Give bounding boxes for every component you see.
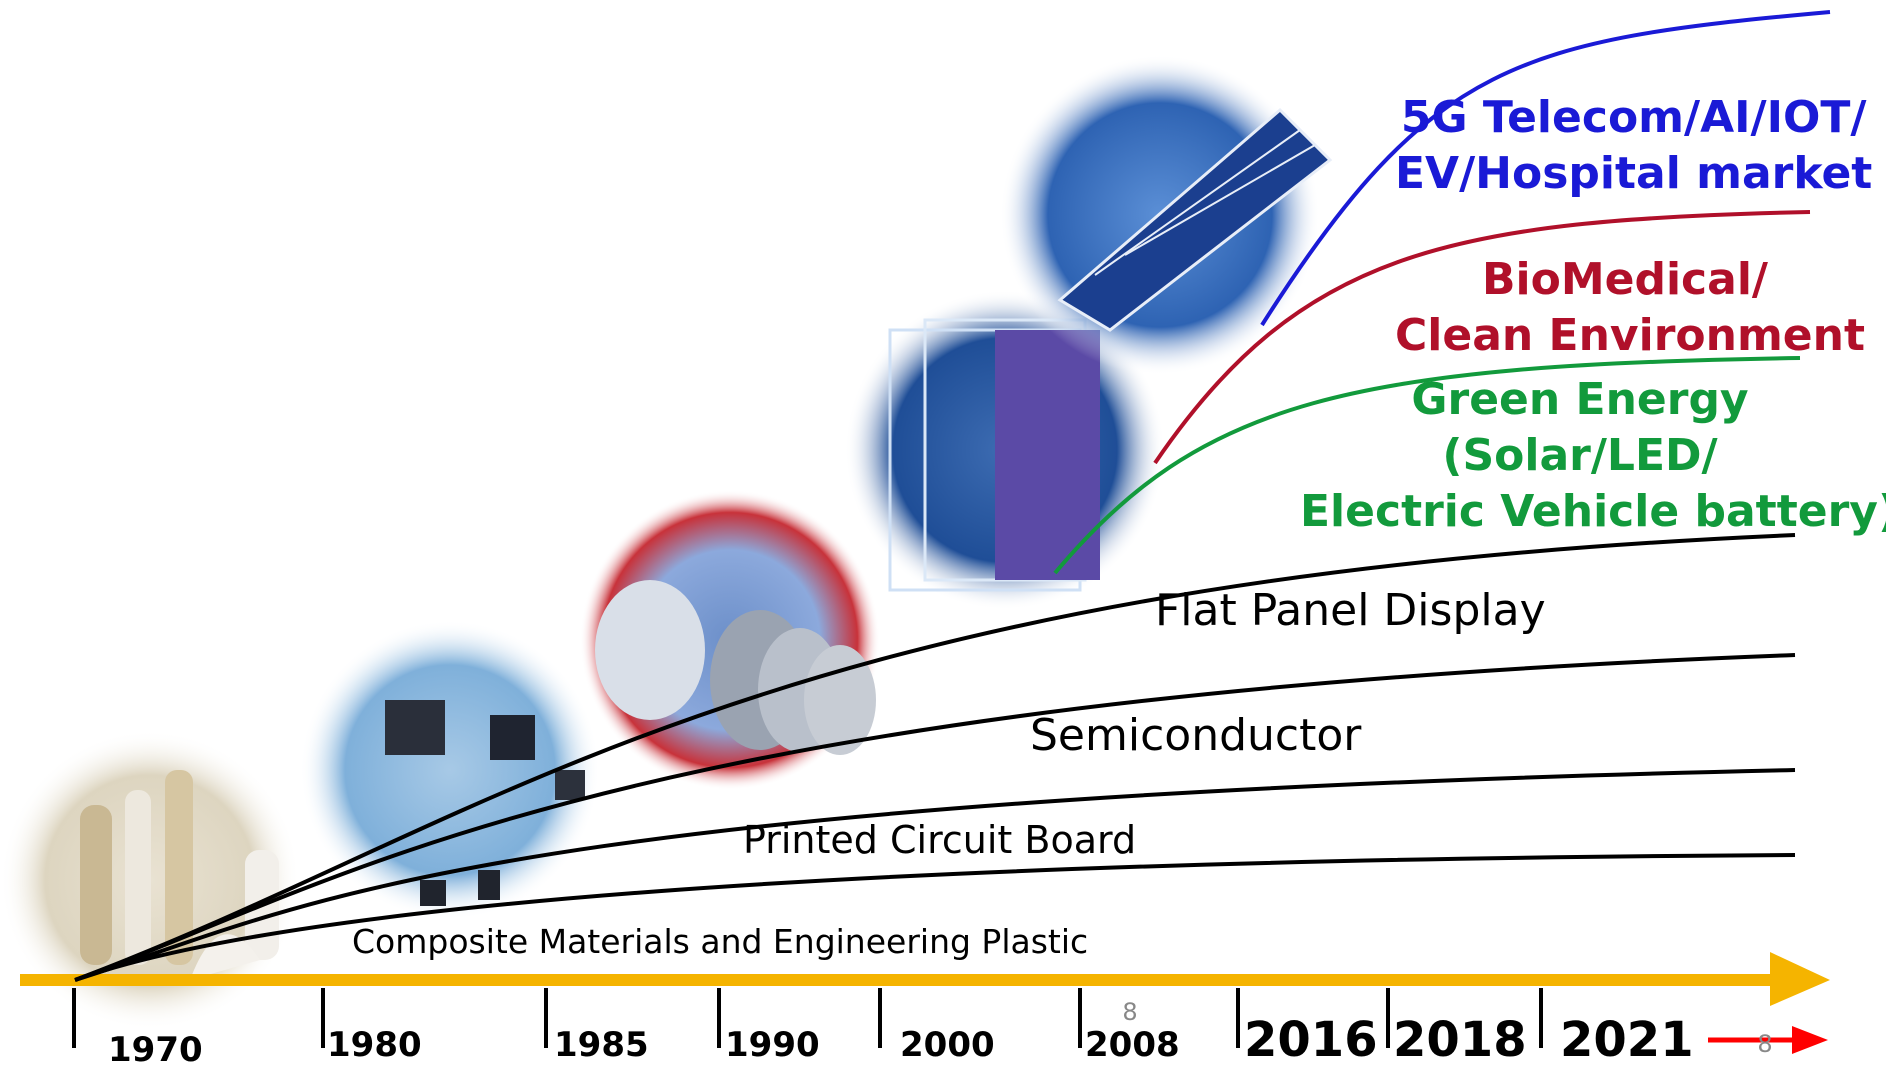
timeline-ticks xyxy=(72,988,1543,1048)
green-label-line1: Green Energy xyxy=(1411,374,1749,425)
fpd-curve xyxy=(74,533,1796,982)
semiconductor-wafers-image xyxy=(580,490,880,790)
green-energy-market-label: Green Energy (Solar/LED/ Electric Vehicl… xyxy=(1300,372,1886,540)
year-label: 1970 xyxy=(108,1030,203,1070)
composite-label: Composite Materials and Engineering Plas… xyxy=(352,922,1089,961)
semiconductor-label: Semiconductor xyxy=(1030,710,1362,761)
page-number-mark: 8 xyxy=(1122,998,1137,1026)
page-number-mark: 8 xyxy=(1757,1030,1772,1058)
biomedical-label-line2: Clean Environment xyxy=(1395,310,1865,361)
green-label-line2: (Solar/LED/ xyxy=(1442,430,1718,481)
future-arrow xyxy=(1708,1026,1828,1054)
biomedical-market-label: BioMedical/ Clean Environment xyxy=(1395,252,1865,364)
green-label-line3: Electric Vehicle battery) xyxy=(1300,486,1886,537)
year-label: 2016 xyxy=(1244,1012,1378,1068)
flat-panel-display-image xyxy=(845,290,1165,610)
biomedical-curve xyxy=(1153,210,1811,465)
year-label: 2000 xyxy=(900,1025,995,1065)
pcb-label: Printed Circuit Board xyxy=(743,818,1137,862)
pcb-components-image xyxy=(300,620,600,920)
solar-panel-image xyxy=(1000,55,1333,375)
year-label: 2008 xyxy=(1085,1025,1180,1065)
telecom-label-line2: EV/Hospital market xyxy=(1395,148,1873,199)
timeline-axis xyxy=(20,952,1830,1006)
pcb-curve xyxy=(74,768,1796,982)
telecom-label-line1: 5G Telecom/AI/IOT/ xyxy=(1400,92,1867,143)
composite-materials-image xyxy=(0,730,300,1030)
telecom-market-label: 5G Telecom/AI/IOT/ EV/Hospital market xyxy=(1395,90,1872,202)
flat-panel-display-label: Flat Panel Display xyxy=(1155,585,1546,636)
biomedical-label-line1: BioMedical/ xyxy=(1482,254,1768,305)
year-label: 2018 xyxy=(1393,1012,1527,1068)
year-label: 1990 xyxy=(725,1025,820,1065)
year-label: 1980 xyxy=(327,1025,422,1065)
year-label: 2021 xyxy=(1560,1012,1694,1068)
composite-curve xyxy=(74,853,1796,982)
green-energy-curve xyxy=(1053,356,1801,575)
telecom-curve xyxy=(1260,10,1831,327)
year-label: 1985 xyxy=(554,1025,649,1065)
